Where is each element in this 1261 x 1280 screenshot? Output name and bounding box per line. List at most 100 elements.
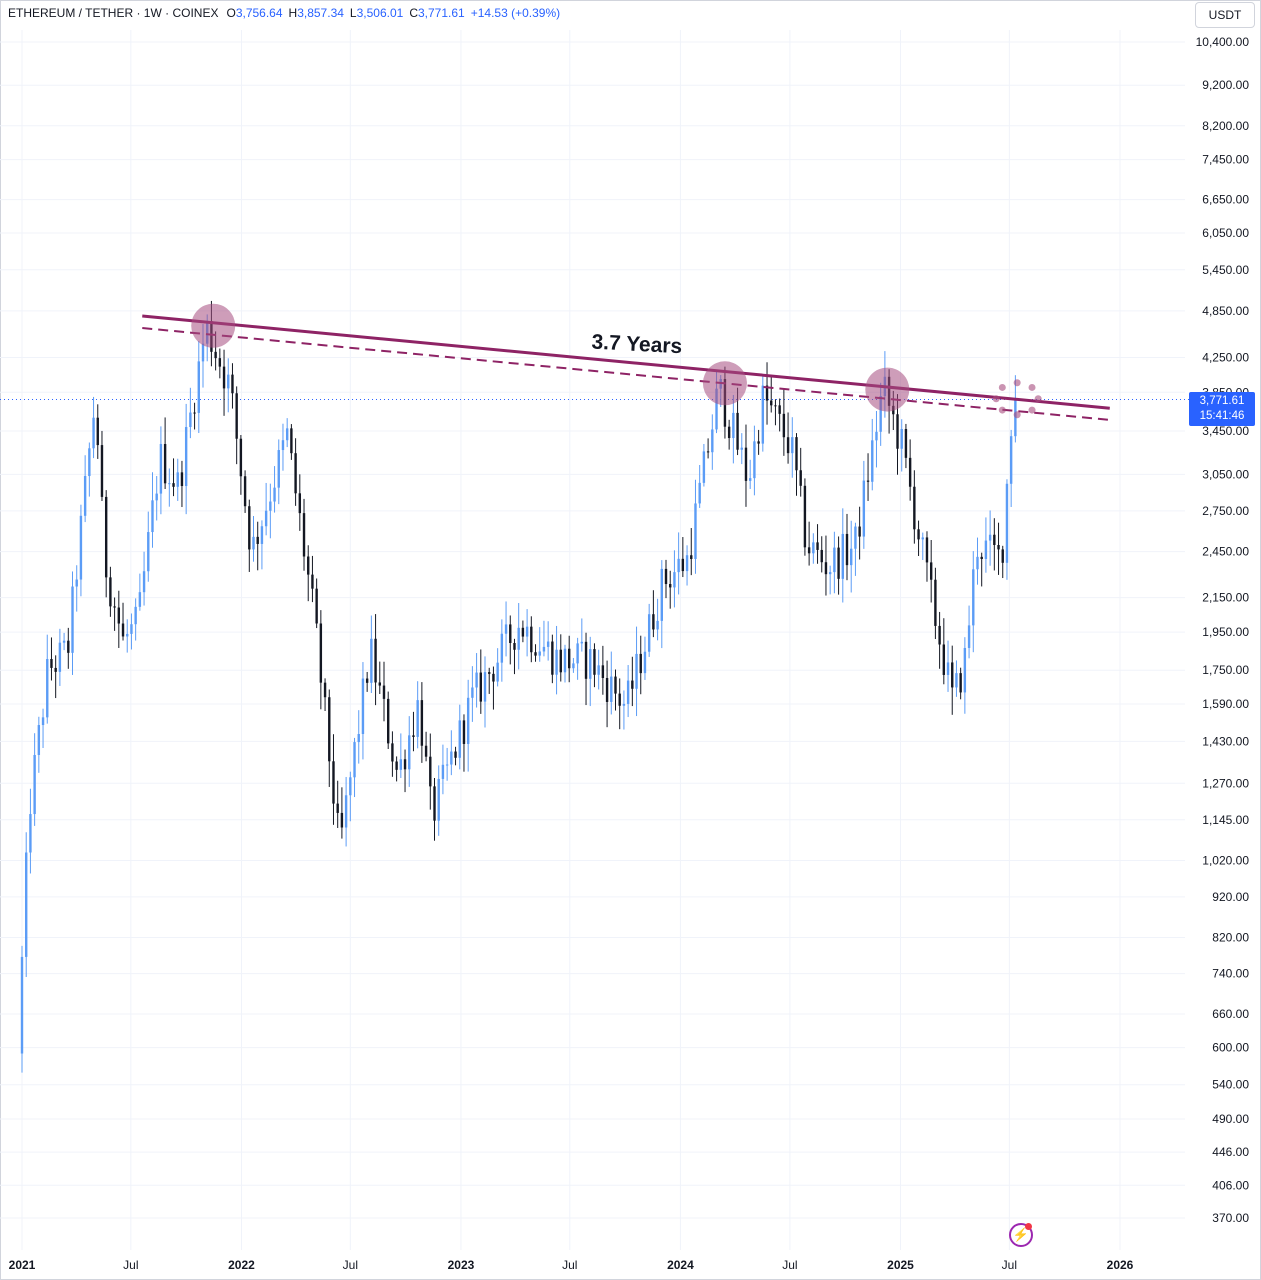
x-tick-label: 2022 bbox=[228, 1258, 255, 1272]
candle bbox=[622, 690, 626, 730]
candle bbox=[445, 747, 449, 781]
trendlines: 3.7 Years bbox=[142, 314, 1110, 421]
y-tick-label: 1,590.00 bbox=[1202, 697, 1249, 711]
candle bbox=[365, 671, 369, 692]
currency-button[interactable]: USDT bbox=[1195, 2, 1255, 28]
candle-body bbox=[416, 700, 419, 737]
symbol-title[interactable]: ETHEREUM / TETHER · 1W · COINEX bbox=[8, 6, 219, 20]
candle bbox=[727, 419, 731, 450]
open-value: 3,756.64 bbox=[235, 6, 283, 20]
candle-body bbox=[791, 437, 794, 454]
target-dot bbox=[998, 406, 1006, 414]
candle bbox=[828, 565, 832, 595]
x-tick-label: Jul bbox=[782, 1258, 797, 1272]
candle-body bbox=[563, 648, 567, 673]
candle-body bbox=[740, 447, 743, 450]
lightning-icon[interactable]: ⚡ bbox=[1009, 1223, 1033, 1247]
candle bbox=[37, 716, 41, 773]
candle-body bbox=[618, 693, 621, 706]
low-value: 3,506.01 bbox=[356, 6, 404, 20]
candle-body bbox=[925, 537, 929, 563]
candle bbox=[799, 447, 802, 497]
candle-body bbox=[715, 388, 718, 430]
countdown-value: 15:41:46 bbox=[1199, 410, 1245, 422]
candle bbox=[500, 619, 504, 682]
candle-body bbox=[795, 437, 798, 471]
annotation-label[interactable]: 3.7 Years bbox=[591, 331, 683, 359]
candle bbox=[551, 634, 554, 684]
candle-body bbox=[387, 698, 390, 744]
candle bbox=[361, 662, 365, 760]
candle bbox=[336, 780, 339, 828]
candle-body bbox=[913, 486, 916, 530]
candle bbox=[681, 537, 685, 578]
candle-body bbox=[126, 633, 129, 637]
candle-body bbox=[466, 697, 470, 744]
candle-body bbox=[555, 649, 558, 675]
candle bbox=[643, 636, 647, 680]
candle bbox=[601, 645, 605, 695]
candle bbox=[589, 636, 592, 707]
candle-body bbox=[551, 641, 554, 675]
candle bbox=[652, 590, 655, 638]
candle-body bbox=[685, 555, 689, 572]
y-tick-label: 490.00 bbox=[1212, 1112, 1249, 1126]
y-tick-label: 8,200.00 bbox=[1202, 119, 1249, 133]
candle bbox=[908, 439, 912, 501]
candle-body bbox=[189, 412, 192, 428]
candle bbox=[677, 532, 680, 595]
candle bbox=[100, 430, 104, 502]
candle bbox=[951, 645, 954, 715]
candle bbox=[176, 458, 179, 501]
candle bbox=[1014, 375, 1017, 443]
x-tick-label: Jul bbox=[1002, 1258, 1017, 1272]
candle-body bbox=[984, 540, 988, 560]
candle-body bbox=[605, 678, 609, 702]
low-label: L bbox=[349, 6, 357, 20]
candle bbox=[845, 513, 849, 581]
y-tick-label: 446.00 bbox=[1212, 1145, 1249, 1159]
candle bbox=[900, 419, 903, 472]
time-axis: 2021 Jul 2022 Jul 2023 Jul 2024 Jul 2025 Jul 2026 bbox=[9, 1258, 1134, 1272]
touch-highlight[interactable] bbox=[191, 303, 236, 348]
candle-body bbox=[488, 672, 491, 674]
candle bbox=[46, 634, 49, 724]
candle-body bbox=[311, 574, 314, 589]
y-tick-label: 6,050.00 bbox=[1202, 226, 1249, 240]
candle bbox=[698, 465, 701, 508]
candle-body bbox=[353, 742, 356, 778]
candle bbox=[67, 627, 70, 669]
change-value: +14.53 (+0.39%) bbox=[470, 6, 561, 20]
y-tick-label: 1,270.00 bbox=[1202, 776, 1249, 790]
candle bbox=[222, 349, 226, 416]
candle-body bbox=[483, 672, 487, 702]
y-tick-label: 406.00 bbox=[1212, 1178, 1249, 1192]
candle bbox=[20, 945, 24, 1073]
y-tick-label: 1,145.00 bbox=[1202, 813, 1249, 827]
resistance-line-dashed[interactable] bbox=[142, 327, 1110, 421]
candle bbox=[294, 438, 297, 506]
candle-body bbox=[626, 680, 630, 704]
candle-body bbox=[180, 472, 184, 487]
candle bbox=[378, 661, 381, 695]
resistance-line[interactable] bbox=[142, 314, 1110, 410]
candle bbox=[593, 643, 596, 688]
candle bbox=[311, 555, 314, 603]
candle-body bbox=[694, 503, 697, 559]
candle bbox=[824, 535, 828, 596]
candle-body bbox=[816, 542, 819, 550]
candle bbox=[429, 733, 432, 810]
touch-highlight[interactable] bbox=[702, 361, 747, 406]
x-tick-label: Jul bbox=[123, 1258, 138, 1272]
candle-body bbox=[37, 725, 41, 755]
candle-body bbox=[879, 396, 882, 432]
candle-body bbox=[391, 743, 394, 762]
candle-body bbox=[1014, 399, 1017, 437]
x-tick-label: Jul bbox=[562, 1258, 577, 1272]
candle bbox=[83, 455, 87, 523]
candle-body bbox=[681, 558, 685, 572]
y-tick-label: 2,750.00 bbox=[1202, 504, 1249, 518]
candle-body bbox=[264, 510, 268, 527]
touch-highlight[interactable] bbox=[865, 367, 910, 412]
